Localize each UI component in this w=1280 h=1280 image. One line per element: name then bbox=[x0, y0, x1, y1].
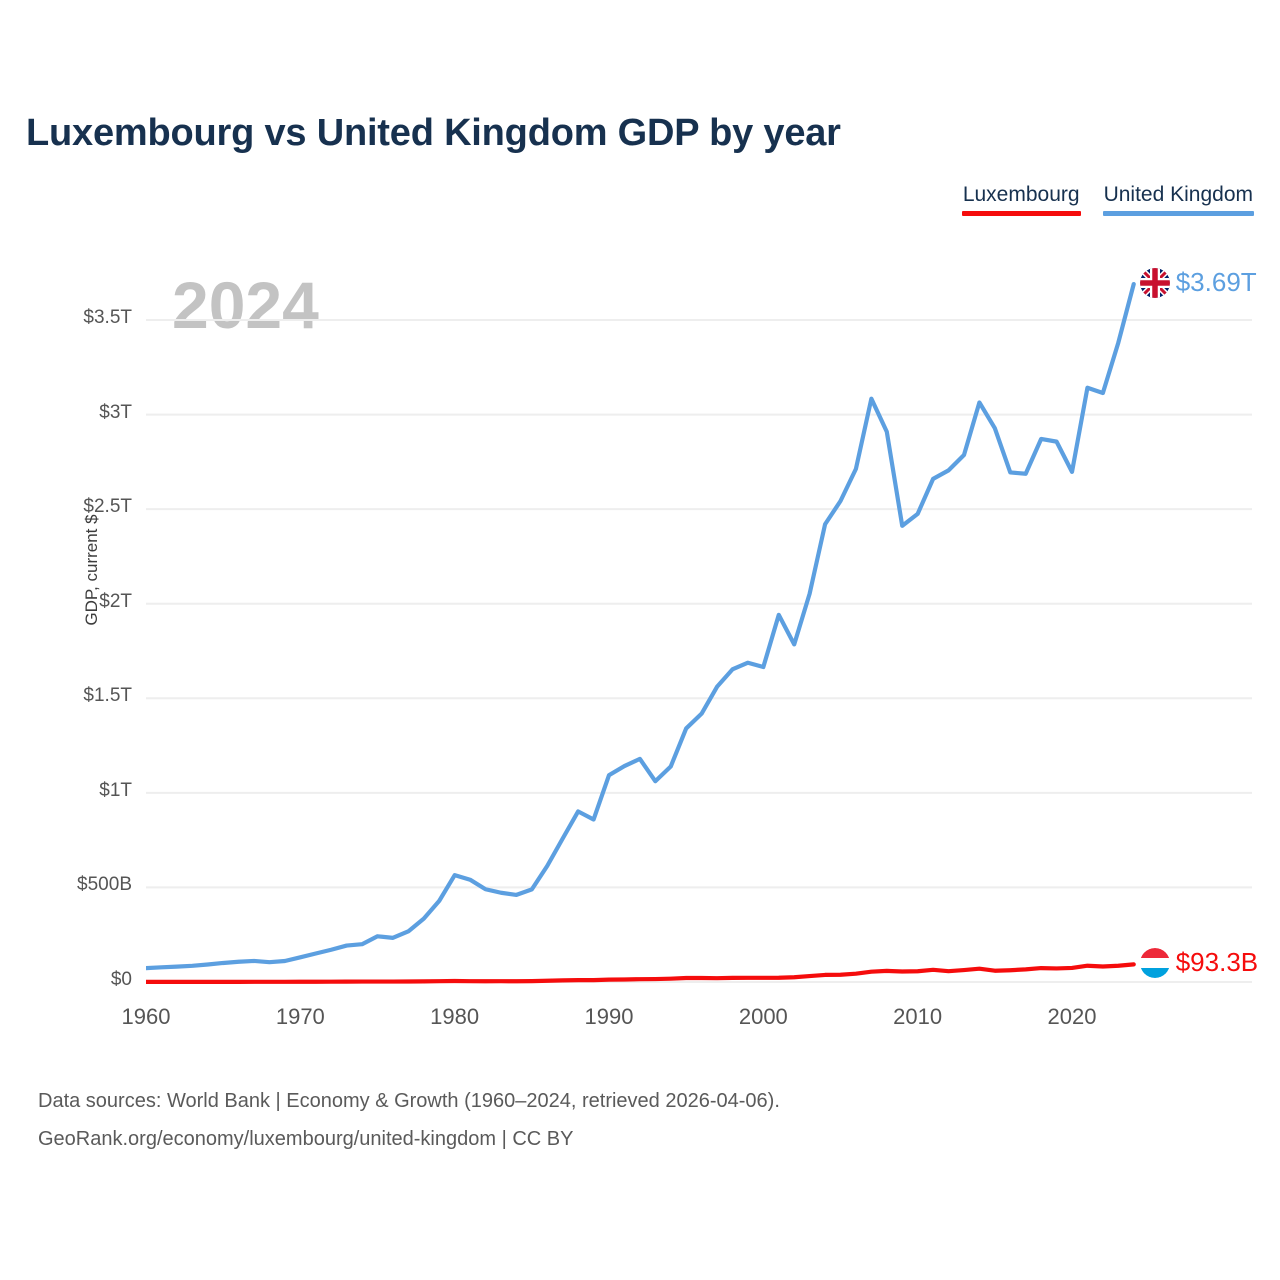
series-line-luxembourg bbox=[146, 962, 1136, 984]
legend-item-united-kingdom[interactable]: United Kingdom bbox=[1102, 182, 1254, 216]
legend-label-united-kingdom: United Kingdom bbox=[1103, 183, 1253, 206]
x-tick-label: 2000 bbox=[738, 1004, 788, 1029]
plot-area bbox=[146, 260, 1252, 990]
x-tick-label: 2020 bbox=[1047, 1004, 1097, 1029]
endpoint-value-luxembourg: $93.3B bbox=[1175, 947, 1259, 978]
x-tick-label: 1980 bbox=[430, 1004, 480, 1029]
lu-flag-icon bbox=[1139, 947, 1170, 978]
plot-svg bbox=[146, 281, 1252, 984]
y-tick-label: $2.5T bbox=[83, 496, 132, 518]
x-tick-label: 1960 bbox=[121, 1004, 171, 1029]
y-axis-title: GDP, current $ bbox=[82, 514, 101, 626]
gb-flag-icon bbox=[1139, 267, 1170, 298]
legend: Luxembourg United Kingdom bbox=[961, 182, 1254, 216]
legend-swatch-luxembourg bbox=[961, 211, 1081, 216]
x-tick-label: 2010 bbox=[893, 1004, 943, 1029]
y-tick-label: $1.5T bbox=[83, 685, 132, 707]
y-tick-label: $500B bbox=[77, 874, 132, 896]
y-tick-label: $3.5T bbox=[83, 307, 132, 328]
series-line-united-kingdom bbox=[146, 281, 1136, 971]
x-tick-label: 1970 bbox=[275, 1004, 325, 1029]
endpoint-luxembourg: $93.3B bbox=[1139, 947, 1259, 978]
gridlines bbox=[146, 319, 1252, 983]
x-tick-label: 1990 bbox=[584, 1004, 634, 1029]
y-tick-label: $3T bbox=[99, 401, 132, 423]
y-tick-label: $0 bbox=[110, 969, 132, 990]
footer-line-attribution: GeoRank.org/economy/luxembourg/united-ki… bbox=[38, 1128, 574, 1150]
y-tick-label: $1T bbox=[99, 779, 132, 801]
footer-line-sources: Data sources: World Bank | Economy & Gro… bbox=[38, 1090, 780, 1112]
footer: Data sources: World Bank | Economy & Gro… bbox=[38, 1082, 780, 1158]
year-watermark: 2024 bbox=[172, 268, 319, 342]
legend-label-luxembourg: Luxembourg bbox=[962, 183, 1080, 206]
y-tick-label: $2T bbox=[99, 590, 132, 612]
legend-swatch-united-kingdom bbox=[1102, 211, 1254, 216]
legend-item-luxembourg[interactable]: Luxembourg bbox=[961, 182, 1081, 216]
endpoint-united-kingdom: $3.69T bbox=[1139, 267, 1257, 298]
endpoint-value-united-kingdom: $3.69T bbox=[1175, 267, 1257, 298]
page-title: Luxembourg vs United Kingdom GDP by year bbox=[26, 112, 841, 154]
